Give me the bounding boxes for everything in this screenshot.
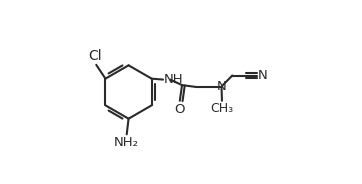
Text: CH₃: CH₃: [210, 102, 233, 115]
Text: O: O: [174, 103, 185, 116]
Text: NH: NH: [164, 73, 183, 86]
Text: NH₂: NH₂: [114, 136, 139, 149]
Text: N: N: [258, 69, 268, 82]
Text: N: N: [217, 80, 227, 93]
Text: Cl: Cl: [88, 49, 102, 63]
